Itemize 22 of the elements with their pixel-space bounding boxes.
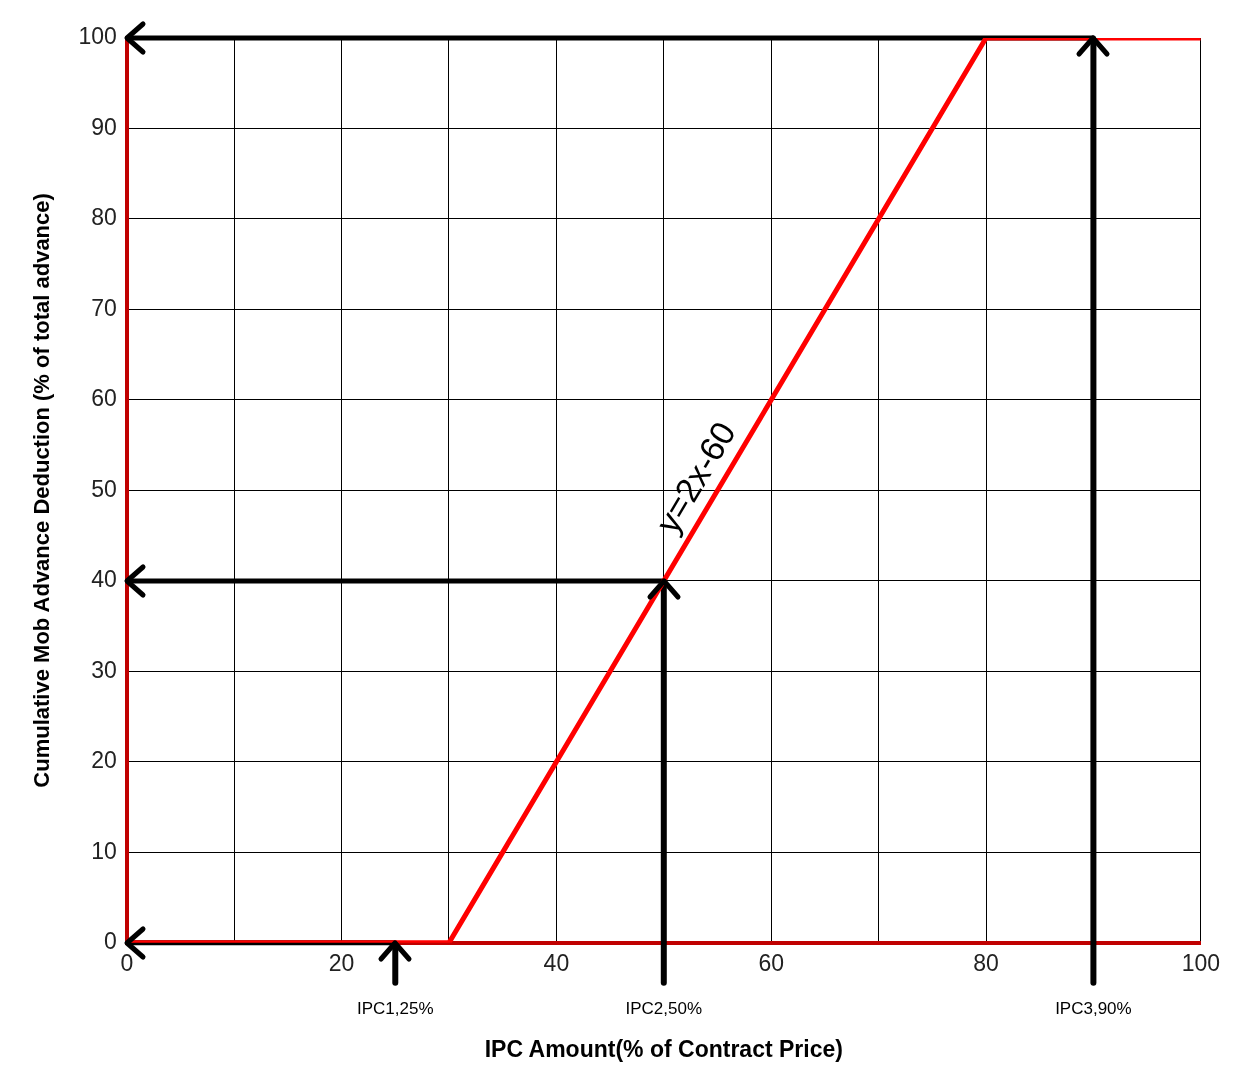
y-tick-label: 60 — [91, 385, 117, 412]
y-tick-label: 100 — [78, 23, 117, 50]
x-tick-label: 60 — [758, 949, 784, 976]
ref-line-label: IPC3,90% — [1055, 998, 1132, 1018]
x-tick-label: 40 — [543, 949, 570, 976]
x-tick-label: 80 — [973, 949, 999, 976]
y-tick-label: 80 — [91, 204, 117, 231]
y-tick-label: 40 — [91, 566, 117, 593]
ref-line-label: IPC2,50% — [625, 998, 703, 1018]
y-tick-label: 70 — [91, 294, 117, 321]
y-tick-label: 30 — [91, 656, 117, 683]
x-tick-label: 100 — [1181, 949, 1220, 976]
y-tick-label: 0 — [103, 928, 117, 955]
x-tick-label: 20 — [328, 949, 355, 976]
y-axis-title: Cumulative Mob Advance Deduction (% of total advance) — [29, 193, 55, 788]
y-tick-label: 10 — [91, 837, 117, 864]
ref-line-label: IPC1,25% — [357, 998, 434, 1018]
y-tick-label: 20 — [91, 747, 117, 774]
x-tick-label: 0 — [120, 949, 134, 976]
y-tick-label: 90 — [91, 113, 117, 140]
y-tick-label: 50 — [91, 475, 117, 502]
x-axis-title: IPC Amount(% of Contract Price) — [484, 1035, 843, 1062]
